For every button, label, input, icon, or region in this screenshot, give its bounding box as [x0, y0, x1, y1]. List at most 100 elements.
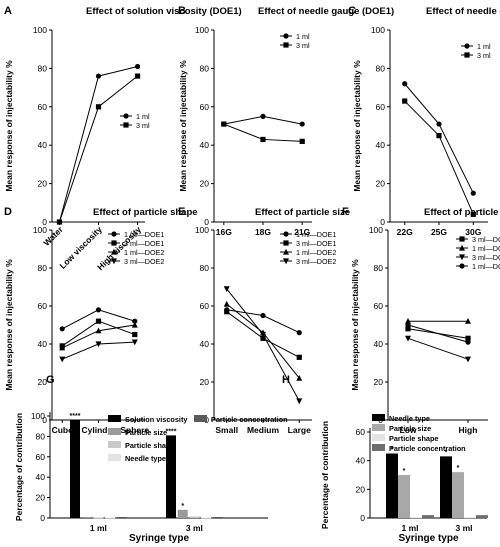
panel-letter: G: [46, 374, 55, 386]
x-tick-label: 3 ml: [455, 523, 472, 533]
x-tick-label: Large: [288, 425, 311, 435]
panel-g: G Percentage of contribution Syringe type 0…: [14, 374, 288, 544]
legend-label: 1 ml—DOE1: [124, 230, 164, 239]
chart-title: Effect of particle shape: [93, 207, 198, 218]
panel-letter: D: [4, 206, 12, 218]
bar: [212, 516, 223, 518]
legend-label: 1 ml—DOE1: [472, 262, 500, 271]
legend: 1 ml3 ml: [280, 32, 310, 50]
x-tick-label: Cube: [52, 425, 74, 435]
y-tick-label: 100: [31, 411, 45, 421]
data-point: [296, 330, 302, 336]
data-point: [131, 339, 138, 346]
legend-marker: [283, 248, 289, 255]
data-point: [296, 375, 303, 381]
chart-title: Effect of particle concentration: [424, 207, 500, 218]
bar: [410, 517, 422, 519]
bar: [201, 517, 212, 519]
x-tick-label: 22G: [397, 227, 413, 237]
legend-label: Particle size: [125, 428, 167, 437]
x-axis-label: Syringe type: [129, 533, 189, 544]
data-point: [405, 326, 411, 332]
y-tick-label: 80: [36, 431, 46, 441]
y-tick-label: 20: [38, 377, 48, 387]
x-tick-label: 16G: [216, 227, 232, 237]
y-tick-label: 40: [36, 472, 46, 482]
data-point: [95, 73, 102, 79]
significance-label: *: [181, 503, 184, 510]
data-point: [260, 312, 266, 319]
legend-marker: [123, 113, 129, 119]
panel-letter: E: [178, 206, 185, 218]
x-tick-label: 18G: [255, 227, 271, 237]
legend-swatch: [372, 414, 385, 421]
data-point: [95, 341, 102, 348]
legend-label: 3 ml: [477, 51, 491, 60]
bar: [70, 420, 80, 518]
data-point: [299, 138, 305, 144]
legend-label: Particle shape: [125, 441, 174, 450]
y-tick-label: 60: [36, 452, 46, 462]
chart-title: Effect of particle size: [255, 207, 350, 218]
legend-label: 3 ml: [296, 41, 310, 50]
panel-e: E Effect of particle size 0 20 40 60 80 100 Smal…: [178, 206, 350, 435]
data-point: [132, 331, 138, 338]
bar: [105, 517, 116, 519]
data-point: [402, 81, 408, 87]
y-tick-label: 60: [376, 102, 386, 112]
legend-marker: [459, 254, 465, 261]
data-point: [465, 356, 471, 363]
series-line: [58, 65, 138, 223]
series-line: [404, 100, 474, 215]
y-tick-label: 100: [369, 225, 383, 235]
legend-label: Particle concentration: [389, 444, 466, 453]
y-tick-label: 40: [38, 140, 48, 150]
chart-title: Effect of needle gauge (DOE2): [426, 6, 500, 17]
x-tick-label: 21G: [294, 227, 310, 237]
data-point: [299, 121, 305, 127]
y-tick-label: 20: [200, 377, 210, 387]
y-tick-label: 20: [374, 377, 384, 387]
legend-swatch: [372, 434, 385, 441]
panel-letter: C: [348, 5, 356, 17]
y-tick-label: 80: [38, 263, 48, 273]
legend-marker: [283, 231, 289, 237]
y-axis-label: Mean response of injectability %: [352, 60, 362, 192]
bar: [476, 515, 488, 518]
y-axis-label: Mean response of injectability %: [178, 60, 188, 192]
y-tick-label: 20: [36, 493, 46, 503]
data-point: [221, 121, 227, 127]
y-tick-label: 60: [356, 427, 366, 437]
y-axis-label: Mean response of injectability %: [4, 259, 14, 391]
data-point: [402, 98, 408, 104]
series-line: [58, 75, 138, 223]
data-point: [465, 335, 471, 341]
bar: [81, 516, 92, 518]
data-point: [436, 133, 442, 139]
y-tick-label: 0: [42, 415, 47, 425]
y-tick-label: 0: [40, 513, 45, 523]
legend: 1 ml3 ml: [120, 112, 150, 130]
legend-marker: [111, 231, 117, 237]
y-tick-label: 100: [33, 225, 47, 235]
bar: [422, 515, 434, 518]
legend-marker: [123, 122, 129, 128]
bar: [440, 456, 452, 518]
data-point: [131, 321, 138, 328]
panel-b: B Effect of needle gauge (DOE1) Mean respo…: [178, 5, 394, 237]
chart-title: Effect of solution viscosity (DOE1): [86, 6, 242, 17]
legend-swatch: [108, 428, 121, 435]
legend-label: Needle type: [125, 454, 166, 463]
y-axis-label: Percentage of contribution: [320, 421, 330, 529]
legend-label: Particle concentration: [211, 415, 288, 424]
bar: [386, 453, 398, 518]
x-tick-label: 3 ml: [186, 523, 203, 533]
y-tick-label: 40: [374, 339, 384, 349]
data-point: [59, 344, 66, 351]
y-axis-label: Mean response of injectability %: [4, 60, 14, 192]
panel-f: F Effect of particle concentration Mean re…: [342, 206, 500, 435]
series-line: [407, 324, 469, 343]
x-tick-label: 25G: [431, 227, 447, 237]
y-tick-label: 20: [38, 179, 48, 189]
